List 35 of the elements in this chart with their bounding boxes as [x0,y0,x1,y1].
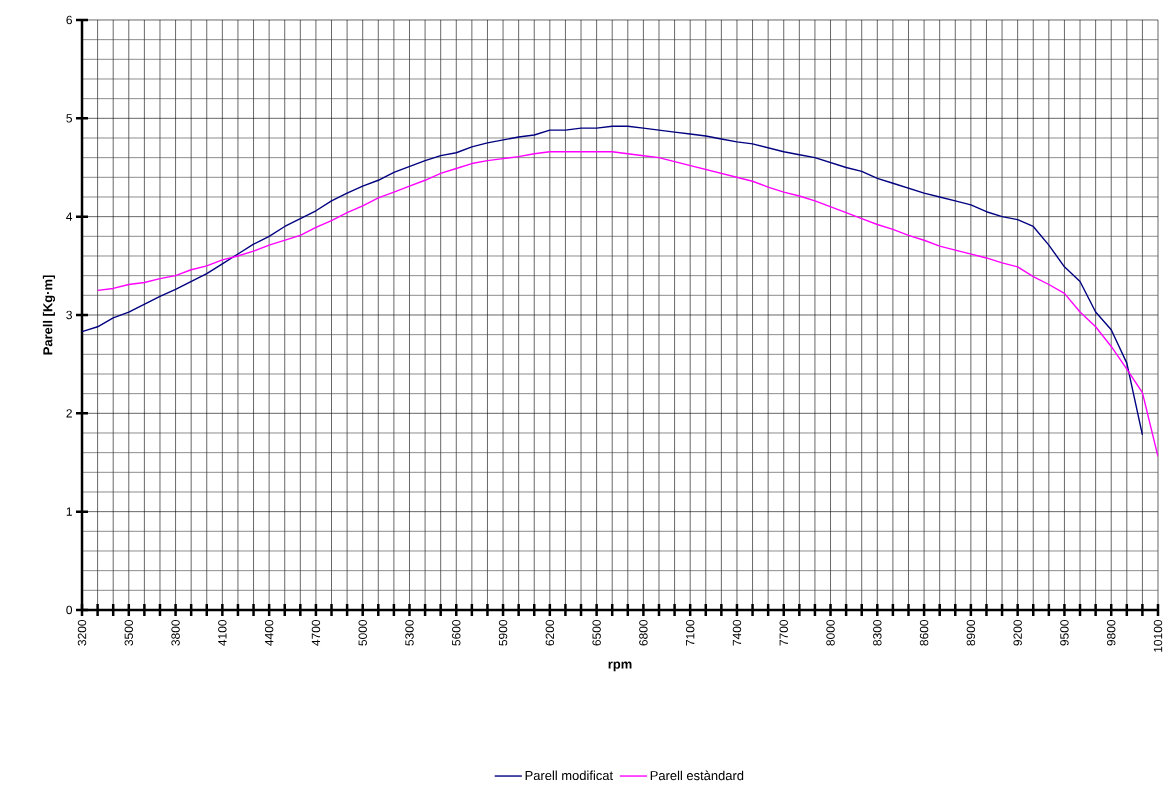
y-tick-label: 2 [66,409,72,418]
y-axis-title: Parell [Kg·m] [42,275,56,355]
x-tick-label: 6500 [592,619,601,646]
x-tick-label: 8900 [966,619,976,646]
x-tick-label: 9800 [1106,619,1116,646]
x-tick-label: 6200 [545,619,555,646]
y-tick-label: 3 [66,310,72,320]
x-tick-label: 3800 [171,619,180,646]
y-tick-label: 0 [66,605,73,615]
x-tick-label: 4100 [218,619,227,646]
x-tick-label: 5600 [452,619,461,646]
x-tick-label: 5300 [405,619,414,646]
x-tick-label: 7700 [779,619,788,646]
x-tick-label: 3200 [77,619,87,646]
x-tick-label: 7400 [732,619,742,646]
x-tick-label: 7100 [685,619,695,646]
x-tick-label: 10100 [1153,619,1163,652]
x-tick-label: 5000 [358,619,367,646]
x-tick-label: 9200 [1013,619,1022,646]
x-tick-label: 4400 [264,619,274,646]
y-tick-label: 4 [66,212,73,221]
x-axis-title: rpm [608,661,632,672]
x-tick-label: 8300 [873,619,882,646]
legend-label: Parell modificat [525,770,613,781]
y-tick-label: 6 [66,15,72,25]
y-tick-label: 5 [66,114,72,123]
x-tick-label: 6800 [639,619,648,646]
x-tick-label: 4700 [311,619,321,646]
x-tick-label: 8000 [826,619,835,646]
legend-label: Parell estàndard [650,770,744,781]
y-tick-label: 1 [66,507,72,516]
x-tick-label: 3500 [124,619,134,646]
x-tick-label: 8600 [919,619,929,646]
x-tick-label: 5900 [498,619,508,646]
x-tick-label: 9500 [1060,619,1069,646]
